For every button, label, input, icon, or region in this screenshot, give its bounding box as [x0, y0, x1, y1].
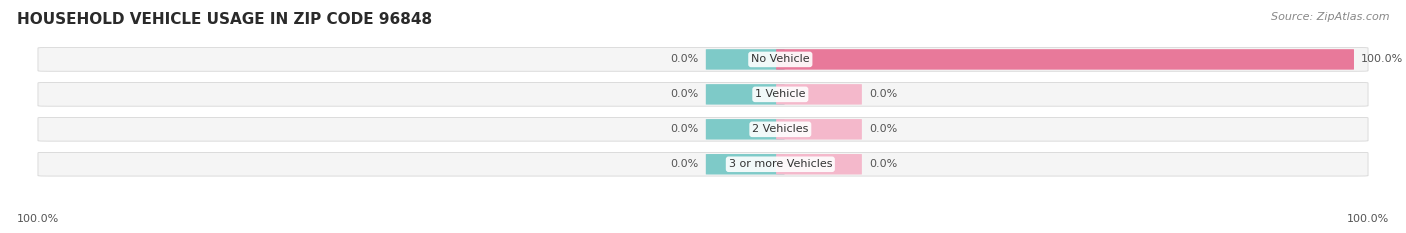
Text: Source: ZipAtlas.com: Source: ZipAtlas.com [1271, 12, 1389, 22]
Text: 2 Vehicles: 2 Vehicles [752, 124, 808, 134]
Text: 0.0%: 0.0% [869, 124, 897, 134]
Text: No Vehicle: No Vehicle [751, 55, 810, 64]
FancyBboxPatch shape [776, 119, 862, 140]
FancyBboxPatch shape [38, 82, 1368, 106]
Text: 100.0%: 100.0% [1347, 214, 1389, 224]
FancyBboxPatch shape [38, 48, 1368, 71]
FancyBboxPatch shape [38, 117, 1368, 141]
Text: 0.0%: 0.0% [671, 159, 699, 169]
FancyBboxPatch shape [776, 84, 862, 105]
Text: 0.0%: 0.0% [869, 159, 897, 169]
FancyBboxPatch shape [776, 49, 1354, 70]
FancyBboxPatch shape [706, 84, 785, 105]
FancyBboxPatch shape [706, 49, 785, 70]
Text: 0.0%: 0.0% [869, 89, 897, 99]
FancyBboxPatch shape [706, 119, 785, 140]
FancyBboxPatch shape [38, 152, 1368, 176]
Text: 100.0%: 100.0% [1361, 55, 1403, 64]
Legend: Owner-occupied, Renter-occupied: Owner-occupied, Renter-occupied [582, 230, 824, 233]
FancyBboxPatch shape [706, 154, 785, 175]
Text: 0.0%: 0.0% [671, 124, 699, 134]
Text: 0.0%: 0.0% [671, 89, 699, 99]
Text: 1 Vehicle: 1 Vehicle [755, 89, 806, 99]
Text: 100.0%: 100.0% [17, 214, 59, 224]
Text: HOUSEHOLD VEHICLE USAGE IN ZIP CODE 96848: HOUSEHOLD VEHICLE USAGE IN ZIP CODE 9684… [17, 12, 432, 27]
FancyBboxPatch shape [776, 154, 862, 175]
Text: 3 or more Vehicles: 3 or more Vehicles [728, 159, 832, 169]
Text: 0.0%: 0.0% [671, 55, 699, 64]
